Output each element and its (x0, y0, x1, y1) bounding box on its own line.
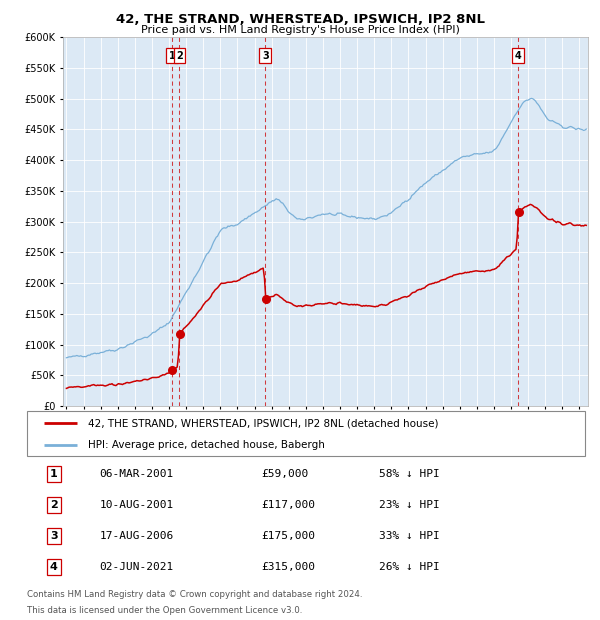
Text: £59,000: £59,000 (262, 469, 308, 479)
Text: 42, THE STRAND, WHERSTEAD, IPSWICH, IP2 8NL: 42, THE STRAND, WHERSTEAD, IPSWICH, IP2 … (115, 14, 485, 26)
Text: 4: 4 (50, 562, 58, 572)
Text: 06-MAR-2001: 06-MAR-2001 (100, 469, 174, 479)
Text: 33% ↓ HPI: 33% ↓ HPI (379, 531, 439, 541)
Text: 1: 1 (169, 51, 175, 61)
Text: 10-AUG-2001: 10-AUG-2001 (100, 500, 174, 510)
Text: HPI: Average price, detached house, Babergh: HPI: Average price, detached house, Babe… (88, 440, 325, 451)
Text: £117,000: £117,000 (262, 500, 316, 510)
Text: 42, THE STRAND, WHERSTEAD, IPSWICH, IP2 8NL (detached house): 42, THE STRAND, WHERSTEAD, IPSWICH, IP2 … (88, 418, 439, 428)
Text: 3: 3 (50, 531, 58, 541)
Text: 4: 4 (515, 51, 521, 61)
Text: 23% ↓ HPI: 23% ↓ HPI (379, 500, 439, 510)
Text: 02-JUN-2021: 02-JUN-2021 (100, 562, 174, 572)
FancyBboxPatch shape (27, 411, 585, 456)
Text: 2: 2 (176, 51, 183, 61)
Text: 26% ↓ HPI: 26% ↓ HPI (379, 562, 439, 572)
Text: This data is licensed under the Open Government Licence v3.0.: This data is licensed under the Open Gov… (27, 606, 302, 615)
Text: 1: 1 (50, 469, 58, 479)
Text: Price paid vs. HM Land Registry's House Price Index (HPI): Price paid vs. HM Land Registry's House … (140, 25, 460, 35)
Text: 2: 2 (50, 500, 58, 510)
Text: 17-AUG-2006: 17-AUG-2006 (100, 531, 174, 541)
Text: Contains HM Land Registry data © Crown copyright and database right 2024.: Contains HM Land Registry data © Crown c… (27, 590, 362, 599)
Text: £315,000: £315,000 (262, 562, 316, 572)
Text: £175,000: £175,000 (262, 531, 316, 541)
Text: 3: 3 (262, 51, 269, 61)
Text: 58% ↓ HPI: 58% ↓ HPI (379, 469, 439, 479)
